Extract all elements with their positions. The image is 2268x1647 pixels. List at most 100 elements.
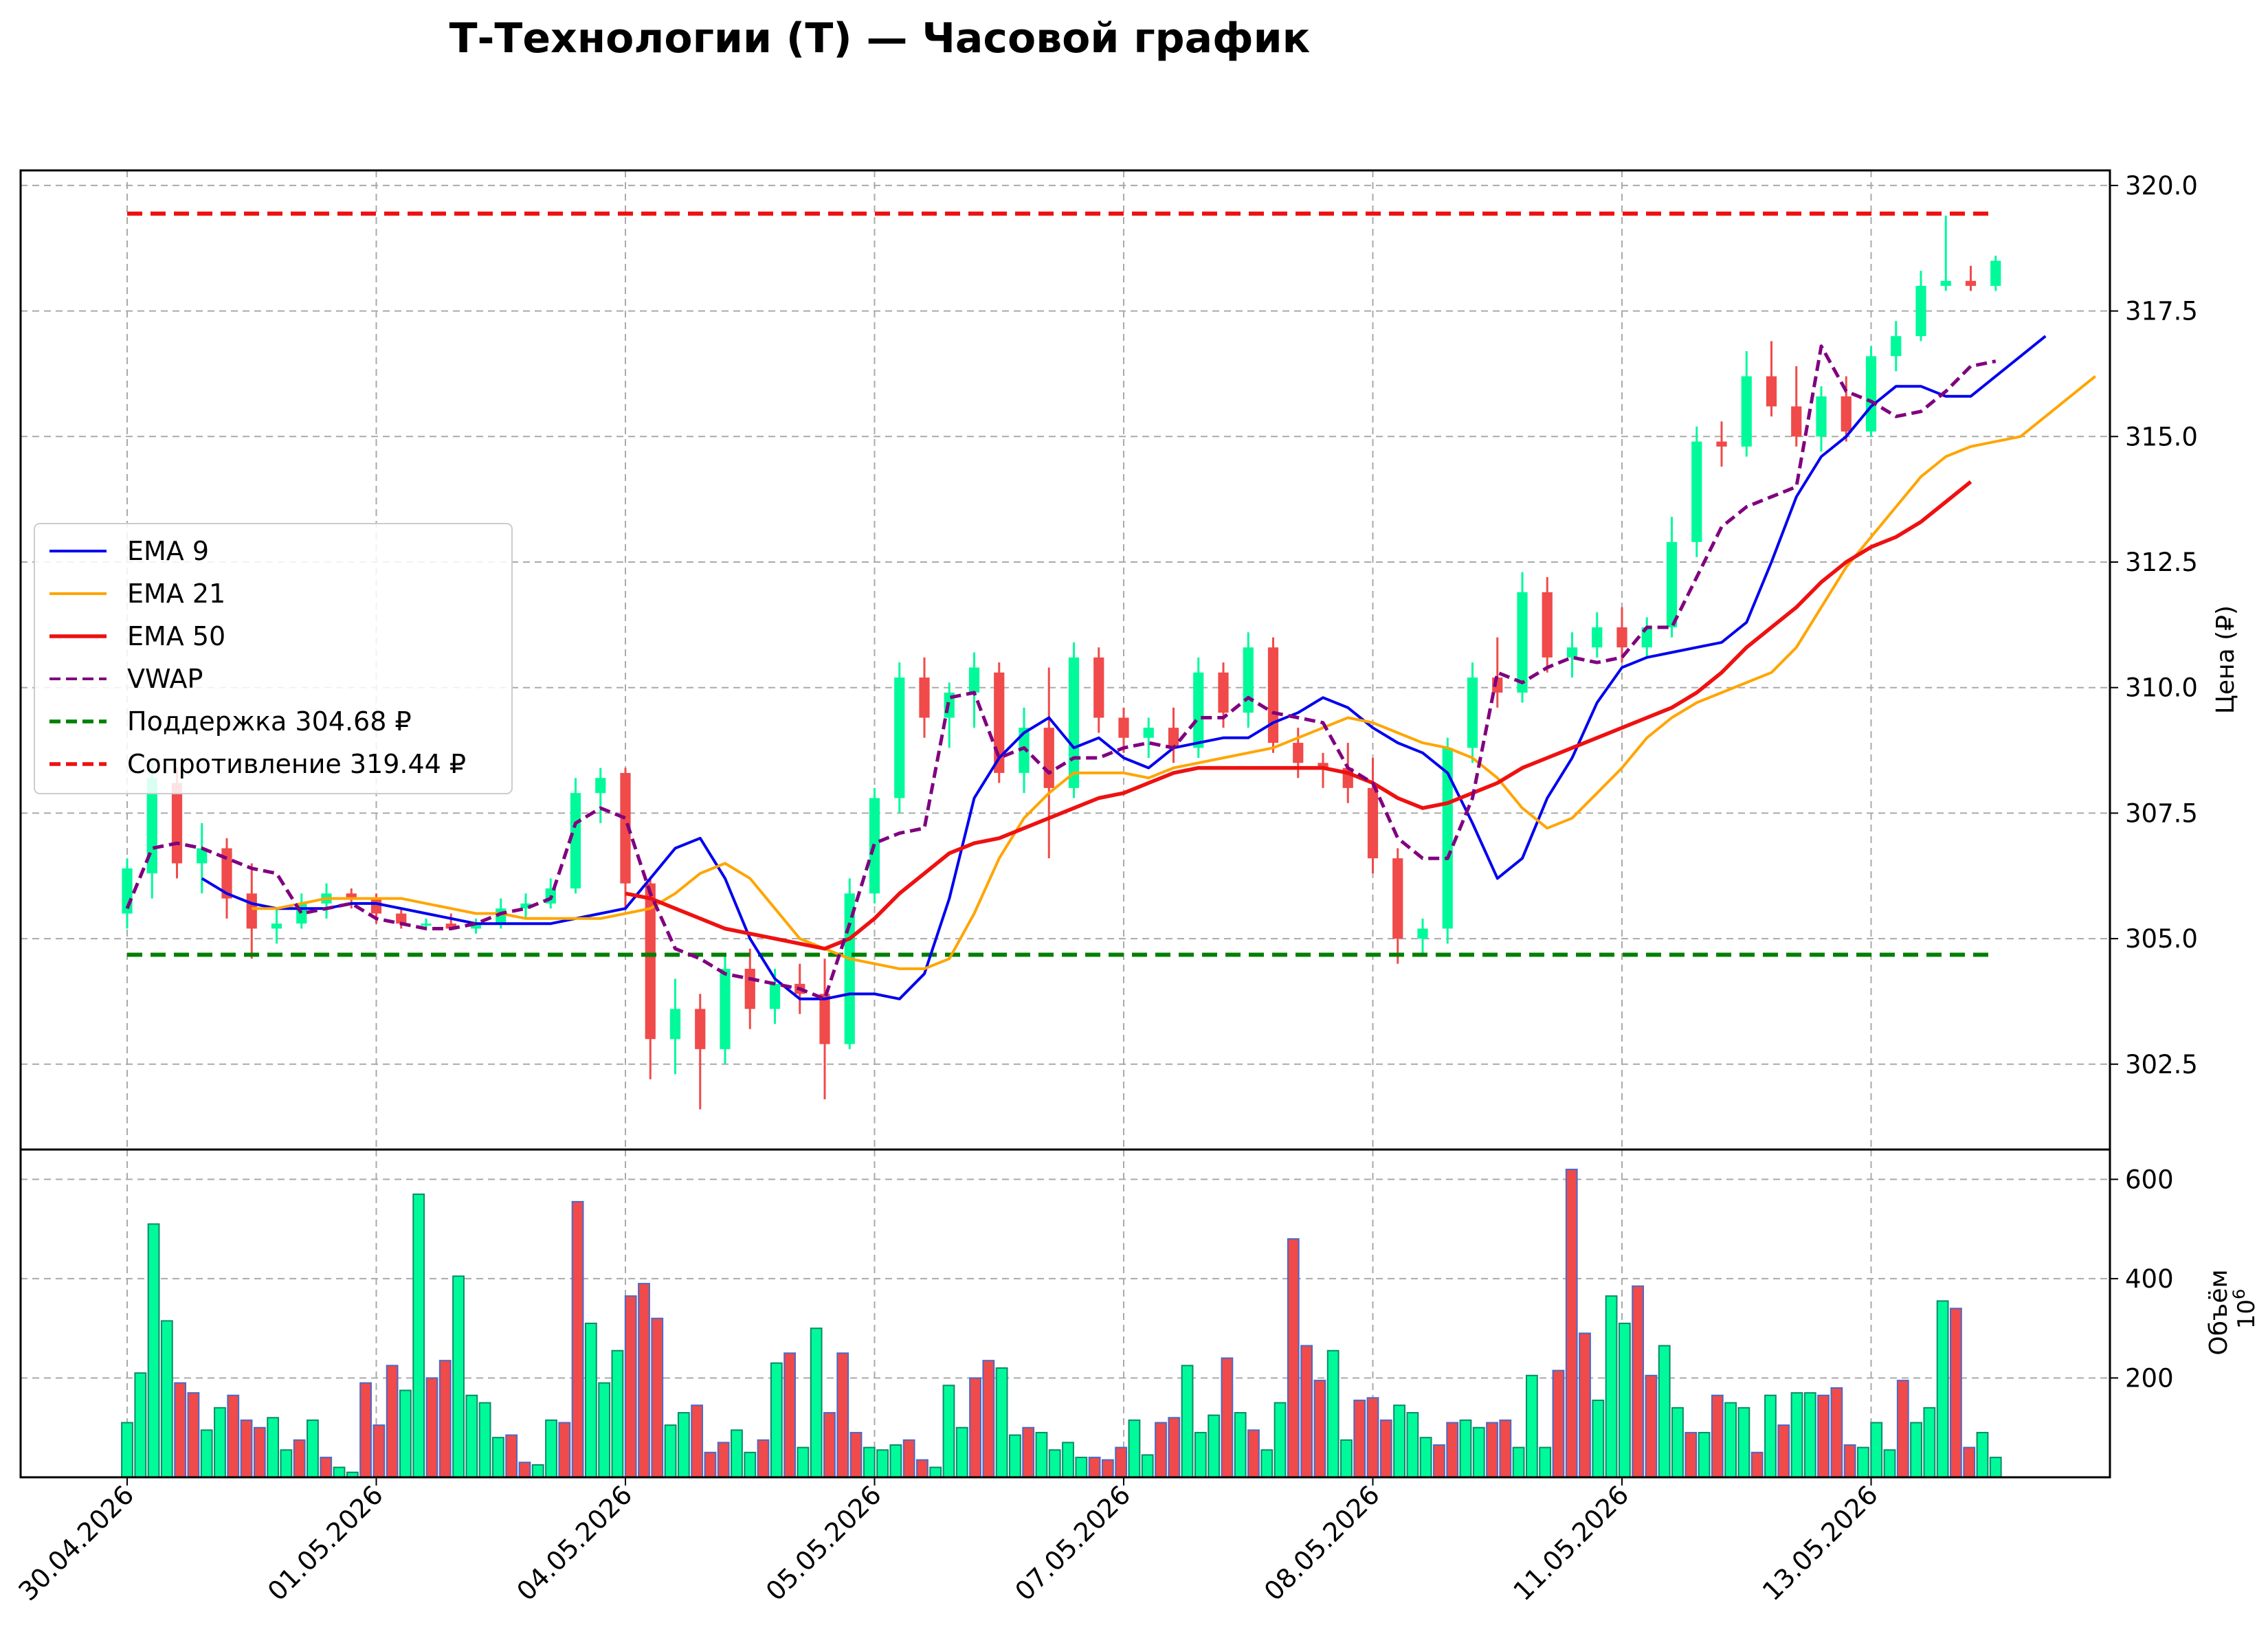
volume-bar: [1989, 1457, 2002, 1478]
volume-bar: [1910, 1422, 1922, 1478]
volume-bar: [253, 1426, 266, 1479]
price-candles: [122, 215, 2001, 1110]
volume-bar: [1764, 1394, 1777, 1478]
volume-bar: [1685, 1431, 1698, 1479]
legend-item-support: Поддержка 304.68 ₽: [49, 706, 412, 737]
candle-body-up: [1691, 441, 1702, 542]
candle-body-up: [421, 923, 432, 926]
volume-bar: [1618, 1322, 1631, 1479]
candle-body-down: [1965, 280, 1977, 287]
volume-bar: [571, 1200, 584, 1478]
volume-bar: [849, 1431, 863, 1479]
candle-body-down: [1118, 717, 1129, 738]
volume-bar: [359, 1382, 372, 1478]
volume-y-tick-label: 400: [2125, 1264, 2174, 1294]
volume-bar: [1711, 1394, 1724, 1478]
volume-bar: [333, 1466, 346, 1478]
volume-bar: [836, 1352, 849, 1479]
candle-body-down: [1093, 657, 1104, 718]
volume-bar: [1525, 1374, 1538, 1479]
legend-item-vwap: VWAP: [49, 664, 203, 694]
candle-body-down: [1267, 647, 1279, 743]
volume-bar: [1115, 1446, 1128, 1479]
candle-body-up: [1193, 672, 1204, 748]
legend-items: EMA 9 EMA 21 EMA 50 VWAP Поддержка 304.68 ₽ С…: [49, 536, 466, 779]
candle-body-up: [470, 923, 482, 929]
volume-bar: [1579, 1332, 1591, 1478]
volume-bar: [1936, 1300, 1949, 1478]
price-y-axis: 302.5 305.0 307.5 310.0 312.5 315.0 317.5 320.0: [2110, 171, 2198, 1079]
volume-bar: [598, 1382, 611, 1478]
price-y-tick-label: 320.0: [2125, 171, 2198, 201]
volume-bar: [1472, 1426, 1485, 1479]
candle-body-down: [1043, 728, 1054, 788]
volume-bar: [1101, 1459, 1114, 1479]
volume-bar: [651, 1317, 664, 1479]
volume-bar: [1155, 1422, 1167, 1478]
volume-bar: [1221, 1357, 1234, 1478]
legend-item-ema9: EMA 9: [49, 536, 209, 566]
volume-bar: [1313, 1380, 1326, 1479]
candle-body-down: [370, 898, 382, 914]
volume-bar: [916, 1459, 929, 1479]
candle-body-up: [1865, 356, 1877, 432]
legend-label: EMA 21: [127, 579, 225, 609]
volume-bar: [1830, 1387, 1843, 1478]
price-panel: 302.5 305.0 307.5 310.0 312.5 315.0 317.5 320.0…: [19, 169, 2240, 1151]
volume-bar: [280, 1449, 293, 1478]
volume-bar: [902, 1439, 915, 1478]
volume-bar: [1976, 1431, 1989, 1479]
chart-title: Т-Технологии (T) — Часовой график: [449, 14, 1311, 63]
volume-bar: [584, 1322, 597, 1479]
volume-bar: [465, 1394, 478, 1478]
volume-bar: [995, 1367, 1008, 1478]
candle-body-up: [1816, 396, 1827, 437]
candle-body-down: [1791, 406, 1802, 437]
volume-bar: [1340, 1439, 1353, 1478]
volume-bar: [638, 1283, 650, 1478]
candle-body-down: [1766, 376, 1777, 407]
volume-bar: [1698, 1431, 1711, 1479]
candle-body-up: [769, 983, 781, 1009]
price-grid: [21, 170, 2110, 1150]
volume-bar: [1141, 1454, 1154, 1479]
volume-bar: [797, 1446, 810, 1479]
volume-bar: [1366, 1397, 1379, 1479]
legend-label: EMA 9: [127, 536, 209, 566]
volume-bar: [969, 1377, 981, 1479]
volume-bar: [1048, 1449, 1061, 1478]
candle-body-down: [1392, 858, 1403, 939]
ema21-line: [252, 375, 2097, 970]
candle-body-up: [1666, 541, 1678, 627]
volume-bar: [160, 1320, 173, 1479]
volume-bar: [810, 1327, 823, 1478]
candle-body-up: [1915, 286, 1926, 337]
volume-bar: [1658, 1345, 1671, 1479]
volume-bar: [214, 1407, 226, 1478]
volume-bar: [147, 1223, 160, 1478]
volume-bar: [227, 1394, 240, 1478]
candle-body-up: [1442, 748, 1453, 929]
volume-bar: [691, 1404, 704, 1479]
volume-bar: [1857, 1446, 1869, 1479]
volume-bar: [478, 1402, 491, 1479]
volume-bar: [438, 1360, 452, 1478]
candle-body-up: [1417, 928, 1428, 939]
legend-label: VWAP: [127, 664, 203, 694]
volume-bar: [1247, 1429, 1260, 1478]
legend: EMA 9 EMA 21 EMA 50 VWAP Поддержка 304.68 ₽ С…: [34, 523, 513, 794]
volume-bar: [267, 1417, 280, 1478]
volume-bar: [1565, 1168, 1578, 1478]
candle-body-down: [919, 677, 930, 718]
volume-bar: [876, 1449, 889, 1478]
volume-bar: [1208, 1414, 1221, 1479]
legend-label: EMA 50: [127, 621, 225, 651]
volume-bar: [1486, 1422, 1498, 1478]
candle-body-up: [1467, 677, 1478, 748]
ema9-line: [201, 335, 2047, 1000]
volume-bar: [982, 1360, 995, 1478]
volume-bar: [1963, 1446, 1976, 1479]
candle-body-up: [1019, 728, 1030, 773]
volume-bar: [770, 1362, 783, 1478]
